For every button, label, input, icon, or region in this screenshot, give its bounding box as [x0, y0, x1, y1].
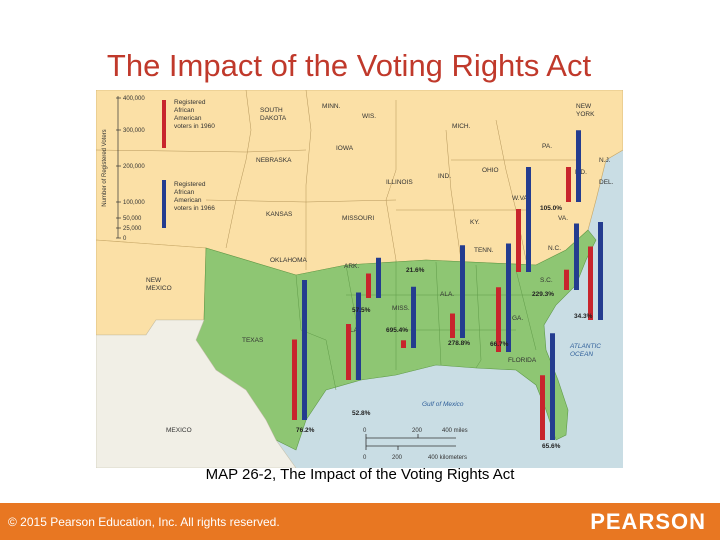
- bar-1960-south-carolina: [564, 269, 569, 290]
- region-label-md: MD.: [575, 169, 587, 176]
- legend-tick-label: 0: [123, 236, 127, 242]
- legend-entry-1966: Registered African American voters in 19…: [174, 181, 215, 212]
- bar-1960-north-carolina: [588, 246, 593, 320]
- bar-1960-georgia: [516, 209, 521, 272]
- region-label-ala: ALA.: [440, 291, 454, 298]
- bar-1960-louisiana: [346, 324, 351, 380]
- bar-1960-tennessee: [496, 287, 501, 352]
- change-label-virginia: 105.0%: [540, 205, 562, 212]
- region-label-ohio: OHIO: [482, 167, 499, 174]
- region-label-iowa: IOWA: [336, 145, 354, 152]
- bar-1960-texas: [292, 339, 297, 420]
- change-label-mississippi: 695.4%: [386, 327, 408, 334]
- voting-rights-map: Number of Registered Voters 400,000 300,0…: [96, 90, 623, 468]
- region-label-mich: MICH.: [452, 123, 471, 130]
- change-label-tennessee: 66.7%: [490, 341, 509, 348]
- bar-1960-alabama: [450, 313, 455, 338]
- region-label-florida: FLORIDA: [508, 357, 537, 364]
- region-label-tenn: TENN.: [474, 247, 494, 254]
- state-borders: [96, 90, 576, 270]
- bar-1966-arkansas: [376, 257, 381, 298]
- bar-1966-south-carolina: [574, 223, 579, 290]
- change-label-louisiana: 57.5%: [352, 307, 371, 314]
- legend-axis-title: Number of Registered Voters: [102, 129, 108, 206]
- region-label-ark: ARK.: [344, 263, 359, 270]
- legend-tick-label: 50,000: [123, 216, 142, 222]
- change-label-south-carolina: 229.3%: [532, 291, 554, 298]
- region-label-w-va: W.VA.: [512, 195, 530, 202]
- legend-tick-label: 100,000: [123, 200, 145, 206]
- region-label-miss: MISS.: [392, 305, 410, 312]
- region-label-kansas: KANSAS: [266, 211, 293, 218]
- region-label-gulf-of-mexico: Gulf of Mexico: [422, 401, 464, 408]
- region-label-missouri: MISSOURI: [342, 215, 374, 222]
- bar-1966-georgia: [526, 167, 531, 272]
- region-label-ky: KY.: [470, 219, 480, 226]
- change-label-north-carolina: 34.3%: [574, 313, 593, 320]
- bar-1966-virginia: [576, 130, 581, 202]
- change-label-florida: 65.6%: [542, 443, 561, 450]
- legend-tick-label: 25,000: [123, 226, 142, 232]
- legend-tick-label: 200,000: [123, 164, 145, 170]
- bar-1966-tennessee: [506, 243, 511, 352]
- map-caption: MAP 26-2, The Impact of the Voting Right…: [205, 466, 515, 483]
- region-label-n-j: N.J.: [599, 157, 611, 164]
- scale-mi-0: 0: [363, 428, 367, 434]
- pearson-logo: PEARSON: [590, 509, 706, 534]
- region-label-wis: WIS.: [362, 113, 376, 120]
- bar-1966-florida: [550, 333, 555, 440]
- region-label-s-c: S.C.: [540, 277, 553, 284]
- region-label-n-c: N.C.: [548, 245, 561, 252]
- scale-km-200: 200: [392, 455, 403, 461]
- footer-bar: © 2015 Pearson Education, Inc. All right…: [0, 503, 720, 540]
- change-label-arkansas: 21.6%: [406, 267, 425, 274]
- region-label-ind: IND.: [438, 173, 451, 180]
- region-label-la: LA.: [350, 327, 360, 334]
- region-label-texas: TEXAS: [242, 337, 264, 344]
- change-label-alabama: 278.8%: [448, 340, 470, 347]
- legend-tick-label: 400,000: [123, 96, 145, 102]
- region-label-del: DEL.: [599, 179, 614, 186]
- scale-km-0: 0: [363, 455, 367, 461]
- legend-swatch-1966: [162, 180, 166, 228]
- change-label-texas: 76.2%: [296, 427, 315, 434]
- bar-1966-alabama: [460, 245, 465, 338]
- legend: Number of Registered Voters 400,000 300,0…: [102, 96, 215, 242]
- region-label-new-mexico: NEW MEXICO: [146, 277, 172, 292]
- region-label-ga: GA.: [512, 315, 523, 322]
- region-label-mexico: MEXICO: [166, 427, 192, 434]
- bar-1960-arkansas: [366, 273, 371, 298]
- scale-mi-400: 400 miles: [442, 428, 468, 434]
- bar-1960-mississippi: [401, 340, 406, 348]
- region-label-va: VA.: [558, 215, 568, 222]
- scale-bar: 0 200 400 miles 0 200 400 kilometers: [363, 428, 468, 461]
- bar-1966-mississippi: [411, 286, 416, 348]
- legend-entry-1960: Registered African American voters in 19…: [174, 99, 215, 130]
- region-label-minn: MINN.: [322, 103, 341, 110]
- change-label-louisiana-coast: 52.8%: [352, 410, 371, 417]
- bar-1960-virginia: [566, 167, 571, 202]
- legend-tick-label: 300,000: [123, 128, 145, 134]
- bar-1966-north-carolina: [598, 222, 603, 320]
- region-label-nebraska: NEBRASKA: [256, 157, 292, 164]
- bar-1966-louisiana: [356, 292, 361, 380]
- region-label-oklahoma: OKLAHOMA: [270, 257, 308, 264]
- region-label-pa: PA.: [542, 143, 552, 150]
- bar-1966-texas: [302, 280, 307, 420]
- region-label-illinois: ILLINOIS: [386, 179, 413, 186]
- legend-swatch-1960: [162, 100, 166, 148]
- region-label-new-york: NEW YORK: [576, 103, 595, 118]
- slide-title: The Impact of the Voting Rights Act: [106, 48, 592, 83]
- mexico-region: [96, 319, 297, 468]
- bar-1960-florida: [540, 375, 545, 440]
- scale-km-400: 400 kilometers: [428, 455, 467, 461]
- copyright-text: © 2015 Pearson Education, Inc. All right…: [8, 515, 280, 529]
- region-label-atlantic-ocean: ATLANTIC OCEAN: [569, 343, 601, 358]
- region-label-south-dakota: SOUTH DAKOTA: [260, 107, 287, 122]
- scale-mi-200: 200: [412, 428, 423, 434]
